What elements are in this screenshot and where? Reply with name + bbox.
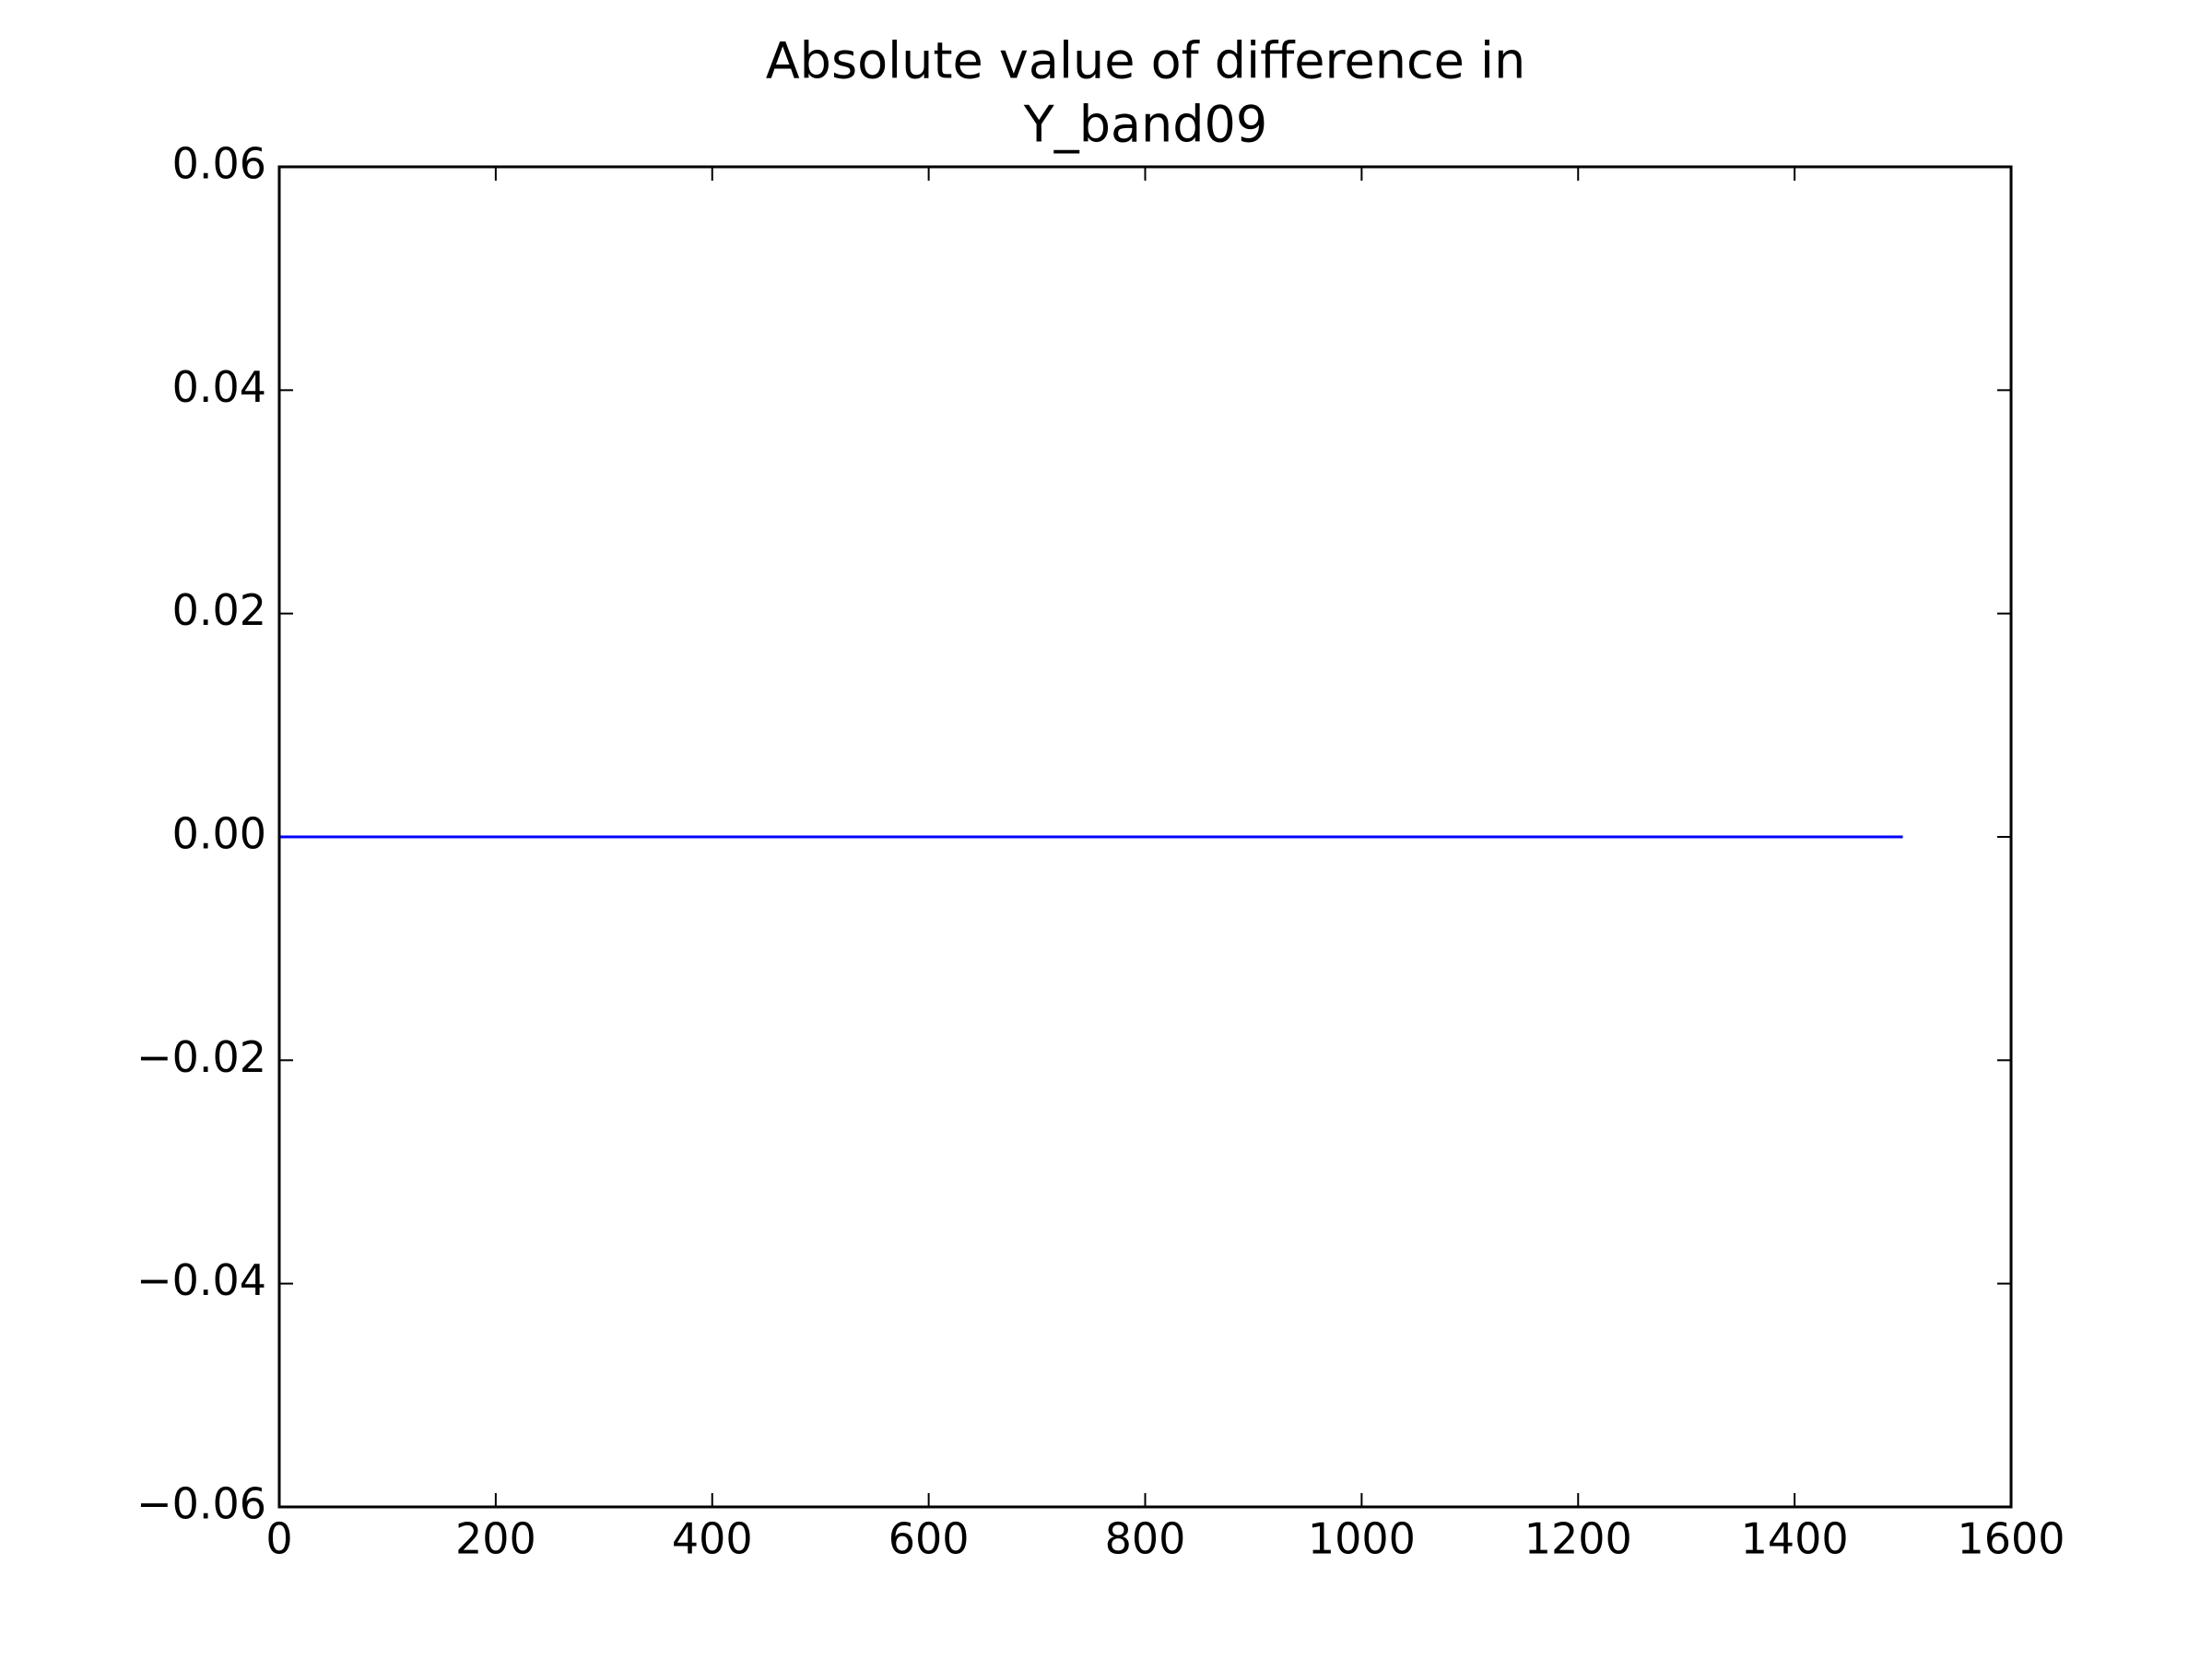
chart-title: Y_band09 (1023, 96, 1268, 154)
plot-frame (277, 165, 2013, 1509)
x-tick-label: 600 (888, 1514, 970, 1564)
chart-title: Absolute value of difference in (766, 32, 1526, 90)
y-tick-label: −0.06 (136, 1479, 266, 1529)
y-tick-label: −0.02 (136, 1032, 266, 1082)
x-tick-label: 1200 (1524, 1514, 1632, 1564)
y-tick-label: 0.02 (172, 585, 266, 635)
y-tick-label: 0.00 (172, 809, 266, 859)
x-tick-label: 1000 (1308, 1514, 1416, 1564)
x-tick-label: 1600 (1957, 1514, 2065, 1564)
y-tick-label: −0.04 (136, 1255, 266, 1305)
y-tick-label: 0.06 (172, 139, 266, 189)
x-tick-label: 800 (1105, 1514, 1186, 1564)
y-tick-label: 0.04 (172, 362, 266, 412)
x-tick-label: 0 (265, 1514, 292, 1564)
x-tick-label: 1400 (1741, 1514, 1849, 1564)
x-tick-label: 400 (672, 1514, 753, 1564)
x-tick-label: 200 (455, 1514, 536, 1564)
